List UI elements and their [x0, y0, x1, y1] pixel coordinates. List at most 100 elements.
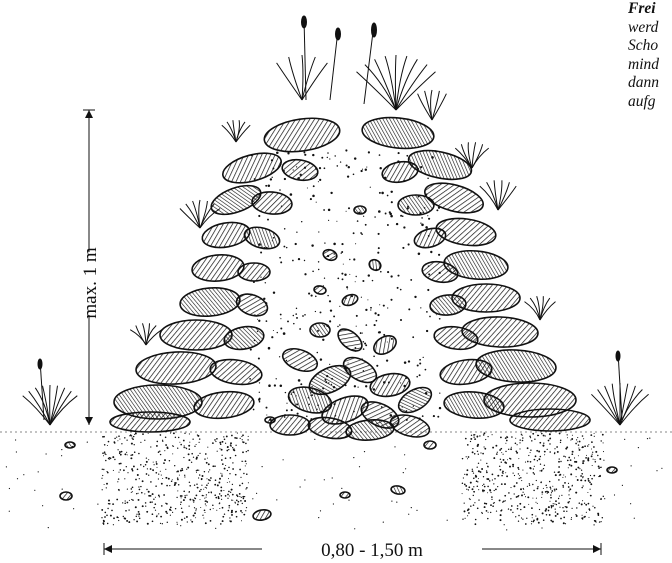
sand-dot [483, 432, 486, 435]
sand-dot [148, 459, 150, 461]
gravel-dot [319, 178, 322, 182]
gravel-dot [263, 297, 266, 300]
sand-dot [195, 456, 198, 459]
sand-dot [208, 471, 210, 473]
sand-dot [495, 453, 498, 455]
sand-dot [210, 491, 212, 493]
sand-dot [600, 521, 602, 523]
sand-dot [217, 496, 220, 498]
sand-dot [477, 462, 480, 465]
sand-dot [543, 444, 545, 446]
sand-dot [188, 444, 191, 447]
gravel-dot [374, 312, 377, 315]
sand-dot [479, 471, 482, 473]
stone [64, 441, 76, 449]
sand-dot [580, 503, 583, 506]
sand-dot [247, 482, 249, 484]
sand-dot [544, 435, 546, 437]
stone [223, 325, 265, 351]
stone [337, 328, 363, 352]
sand-dot [542, 468, 545, 470]
gravel-dot [327, 294, 329, 297]
sand-dot [225, 435, 228, 438]
sand-dot [582, 485, 584, 487]
gravel-dot [264, 282, 267, 284]
sand-dot [191, 520, 194, 523]
sand-dot [582, 500, 584, 502]
sand-dot [593, 432, 595, 434]
sand-dot [585, 511, 587, 513]
gravel-dot [427, 288, 430, 292]
sand-dot [221, 506, 224, 509]
sand-dot [564, 506, 566, 508]
side-note-line: Scho [628, 37, 659, 55]
sand-dot [599, 458, 602, 460]
gravel-dot [346, 175, 350, 178]
sand-dot [242, 451, 244, 454]
gravel-dot [303, 259, 306, 262]
sand-dot [136, 474, 139, 476]
sand-dot [501, 472, 504, 474]
gravel-dot [416, 364, 419, 367]
sand-dot [205, 494, 208, 496]
grass-blade [597, 389, 621, 426]
sand-dot [491, 479, 493, 481]
sand-dot [488, 480, 491, 482]
sand-dot [577, 444, 580, 446]
sand-dot [153, 464, 155, 466]
sand-dot [489, 489, 492, 492]
sand-dot [177, 470, 179, 473]
sand-dot [61, 449, 63, 451]
sand-dot [498, 499, 501, 502]
sand-dot [544, 509, 547, 512]
sand-dot [621, 484, 624, 486]
sand-dot [546, 487, 548, 489]
gravel-dot [328, 219, 330, 221]
sand-dot [118, 471, 120, 473]
sand-dot [208, 491, 210, 494]
sand-dot [551, 520, 554, 523]
gravel-dot [355, 314, 358, 317]
sand-dot [516, 444, 518, 446]
sand-dot [235, 515, 238, 518]
grass-blade [142, 323, 147, 346]
sand-dot [541, 491, 544, 493]
sand-dot [192, 498, 194, 500]
sand-dot [474, 518, 477, 521]
sand-dot [214, 479, 217, 482]
sand-dot [480, 452, 482, 454]
sand-dot [541, 469, 543, 471]
sand-dot [229, 491, 232, 493]
sand-dot [589, 474, 592, 477]
sand-dot [602, 495, 605, 498]
sand-dot [585, 503, 588, 506]
sand-dot [184, 494, 186, 497]
sand-dot [243, 513, 246, 516]
sand-dot [547, 506, 550, 509]
sand-dot [529, 467, 532, 470]
sand-dot [507, 448, 510, 451]
sand-dot [247, 439, 249, 441]
sand-dot [134, 433, 136, 436]
sand-dot [539, 470, 541, 472]
sand-dot [106, 522, 109, 525]
gravel-dot [386, 194, 389, 197]
gravel-dot [400, 214, 403, 217]
sand-dot [548, 433, 551, 436]
sand-dot [174, 482, 176, 484]
sand-dot [212, 508, 214, 510]
sand-dot [218, 481, 221, 484]
sand-dot [107, 471, 109, 474]
sand-dot [548, 480, 551, 483]
sand-dot [531, 520, 533, 523]
sand-dot [204, 511, 206, 514]
sand-dot [556, 450, 559, 453]
grass-blade [185, 203, 201, 229]
sand-dot [553, 471, 556, 473]
sand-dot [569, 497, 571, 500]
sand-dot [468, 497, 470, 499]
sand-dot [180, 497, 182, 499]
sand-dot [478, 489, 480, 491]
side-note-line: dann [628, 74, 659, 92]
gravel-dot [279, 313, 282, 316]
